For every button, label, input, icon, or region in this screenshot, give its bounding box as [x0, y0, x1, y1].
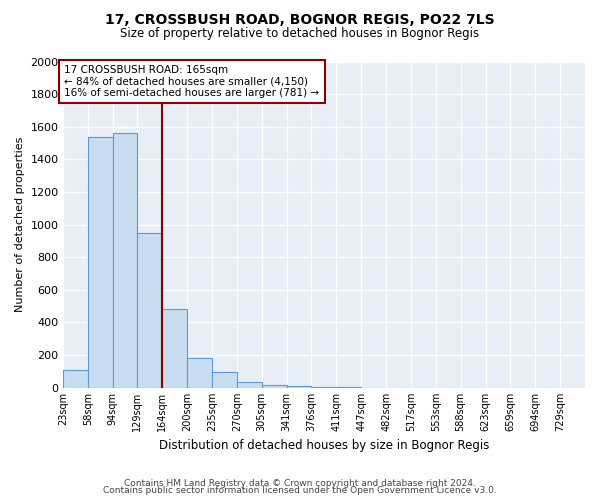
Bar [187, 358, 212, 388]
Bar [63, 370, 88, 388]
Bar [287, 386, 311, 388]
Text: Size of property relative to detached houses in Bognor Regis: Size of property relative to detached ho… [121, 28, 479, 40]
Text: Contains public sector information licensed under the Open Government Licence v3: Contains public sector information licen… [103, 486, 497, 495]
Bar [237, 382, 262, 388]
Bar [311, 387, 337, 388]
Text: 17 CROSSBUSH ROAD: 165sqm
← 84% of detached houses are smaller (4,150)
16% of se: 17 CROSSBUSH ROAD: 165sqm ← 84% of detac… [64, 65, 319, 98]
Bar [113, 133, 137, 388]
Bar [137, 232, 163, 388]
Y-axis label: Number of detached properties: Number of detached properties [15, 137, 25, 312]
Bar [212, 372, 237, 388]
Text: Contains HM Land Registry data © Crown copyright and database right 2024.: Contains HM Land Registry data © Crown c… [124, 478, 476, 488]
X-axis label: Distribution of detached houses by size in Bognor Regis: Distribution of detached houses by size … [159, 440, 489, 452]
Bar [163, 308, 187, 388]
Bar [88, 136, 113, 388]
Bar [262, 384, 287, 388]
Text: 17, CROSSBUSH ROAD, BOGNOR REGIS, PO22 7LS: 17, CROSSBUSH ROAD, BOGNOR REGIS, PO22 7… [105, 12, 495, 26]
